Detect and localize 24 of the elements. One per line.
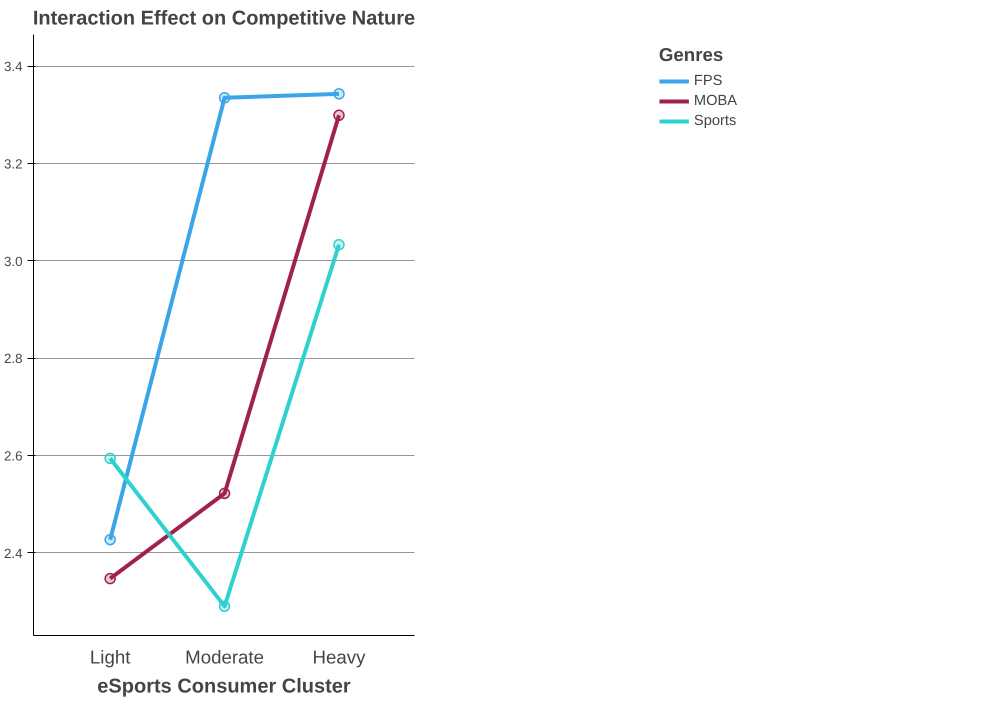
point [218,92,230,104]
legend-label: MOBA [694,93,738,109]
chart-title: Interaction Effect on Competitive Nature [32,8,416,30]
point [104,534,116,546]
x-tick-label: Moderate [185,646,264,668]
y-tick-label: 2.8 [4,351,23,366]
x-tick-label: Heavy [312,646,366,668]
point [104,452,116,464]
x-tick-label: Light [90,646,132,668]
y-tick-label: 3.4 [4,59,24,74]
point [333,88,345,100]
legend-title: Genres [658,44,724,66]
point [333,238,345,250]
legend-label: FPS [694,73,722,89]
point [333,110,345,122]
point [218,488,230,500]
y-tick-label: 3.0 [4,254,23,269]
x-axis-title: eSports Consumer Cluster [97,676,351,698]
y-tick-label: 3.2 [4,156,23,172]
legend-label: Sports [694,113,736,129]
point [218,600,230,612]
y-tick-label: 2.6 [4,448,23,464]
y-tick-label: 2.4 [4,546,24,561]
point [104,572,116,584]
